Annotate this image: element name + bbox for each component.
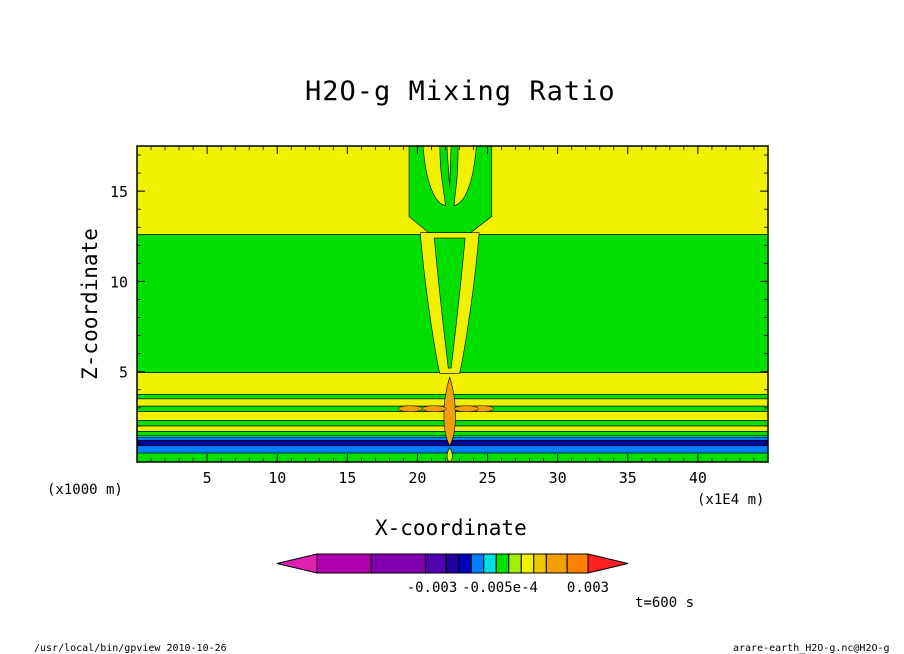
plume-finger bbox=[453, 145, 477, 206]
x-tick-label: 20 bbox=[408, 469, 426, 487]
x-axis-label: X-coordinate bbox=[375, 516, 527, 540]
colorbar-arrow-right bbox=[587, 553, 629, 574]
footer-path: /usr/local/bin/gpview 2010-10-26 bbox=[34, 643, 227, 654]
contour-blob bbox=[422, 405, 447, 412]
x-unit-label: (x1000 m) bbox=[47, 482, 123, 498]
y-tick-label: 15 bbox=[110, 183, 128, 201]
colorbar-segment bbox=[445, 553, 460, 574]
plume-core-orange bbox=[443, 376, 456, 447]
plot-frame bbox=[136, 145, 769, 463]
plume-core-green bbox=[433, 237, 466, 369]
colorbar-segment bbox=[370, 553, 426, 574]
y-tick-label: 5 bbox=[119, 364, 128, 382]
colorbar-segment bbox=[566, 553, 589, 574]
x-tick-label: 25 bbox=[479, 469, 497, 487]
colorbar-segment bbox=[424, 553, 447, 574]
colorbar-segment bbox=[533, 553, 547, 574]
colorbar-segment bbox=[508, 553, 522, 574]
contour-blob bbox=[454, 405, 479, 412]
colorbar-label: -0.003 bbox=[407, 580, 458, 596]
x-tick-label: 35 bbox=[619, 469, 637, 487]
colorbar-segment bbox=[483, 553, 497, 574]
x-tick-label: 40 bbox=[689, 469, 707, 487]
colorbar-segment bbox=[316, 553, 372, 574]
plume-finger bbox=[422, 145, 446, 206]
colorbar-segment bbox=[495, 553, 510, 574]
colorbar-arrow-left bbox=[276, 553, 318, 574]
footer-source: arare-earth_H2O-g.nc@H2O-g bbox=[733, 643, 890, 654]
x-tick-label: 5 bbox=[203, 469, 212, 487]
y-axis-label: Z-coordinate bbox=[78, 228, 102, 380]
colorbar-label: 0.003 bbox=[567, 580, 609, 596]
x-tick-label: 10 bbox=[268, 469, 286, 487]
colorbar-segment bbox=[520, 553, 535, 574]
x-tick-label: 15 bbox=[338, 469, 356, 487]
contour-blob bbox=[398, 405, 423, 412]
contour-band bbox=[136, 445, 769, 454]
y-unit-label: (x1E4 m) bbox=[697, 492, 765, 508]
y-tick-label: 10 bbox=[110, 273, 128, 291]
time-label: t=600 s bbox=[635, 595, 695, 611]
contour-band bbox=[136, 440, 769, 447]
colorbar-label: -0.005e-4 bbox=[462, 580, 538, 596]
chart-title: H2O-g Mixing Ratio bbox=[305, 76, 616, 107]
colorbar-segment bbox=[470, 553, 485, 574]
x-tick-label: 30 bbox=[549, 469, 567, 487]
colorbar-segment bbox=[458, 553, 472, 574]
colorbar-segment bbox=[545, 553, 568, 574]
